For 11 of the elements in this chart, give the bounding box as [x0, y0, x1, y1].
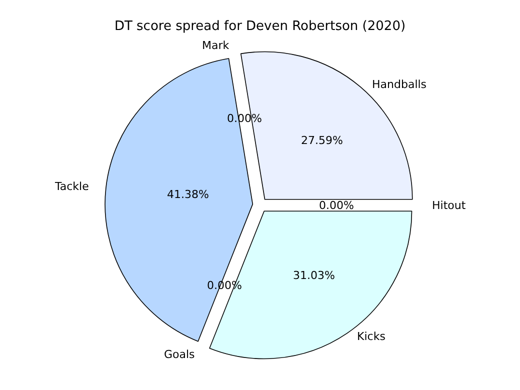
category-label: Hitout: [432, 199, 466, 212]
slice-label: Handballs: [372, 78, 427, 91]
slice-label: Tackle: [54, 180, 90, 193]
slice-label: Kicks: [357, 330, 386, 343]
data-label: 31.03%: [293, 269, 335, 282]
category-label: Goals: [164, 348, 195, 361]
data-label: 27.59%: [301, 134, 343, 147]
chart-title: DT score spread for Deven Robertson (2020): [114, 18, 406, 34]
text: 0.00%: [319, 199, 354, 212]
data-label: 41.38%: [167, 188, 209, 201]
category-label: Mark: [202, 39, 230, 52]
